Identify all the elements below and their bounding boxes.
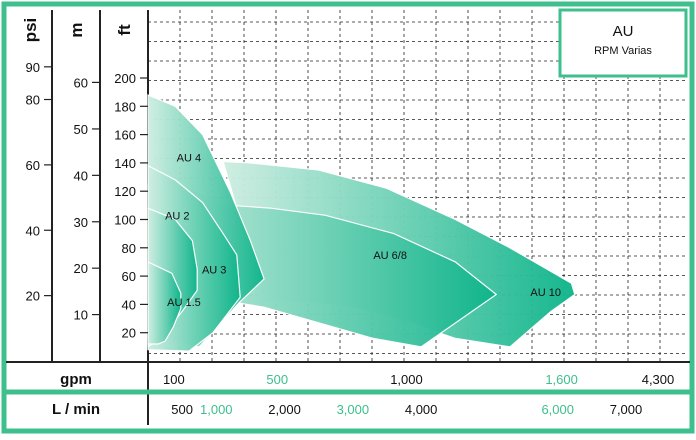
y-tick-label: 160 — [114, 128, 136, 143]
chart-subtitle: RPM Varias — [594, 45, 652, 57]
x-tick-label: 7,000 — [610, 402, 643, 417]
series-label-au-1-5: AU 1.5 — [167, 297, 201, 309]
y-tick-label: 20 — [26, 289, 40, 304]
y-axis-label-m: m — [67, 22, 86, 37]
x-tick-label: 6,000 — [541, 402, 574, 417]
y-tick-label: 80 — [26, 93, 40, 108]
y-tick-label: 40 — [26, 223, 40, 238]
x-tick-label: 1,000 — [390, 372, 423, 387]
title-box — [558, 8, 688, 78]
y-tick-label: 90 — [26, 60, 40, 75]
series-label-au-4: AU 4 — [177, 152, 201, 164]
x-tick-label: 3,000 — [337, 402, 370, 417]
x-tick-label: 4,300 — [642, 372, 675, 387]
x-tick-label: 2,000 — [268, 402, 301, 417]
y-tick-label: 120 — [114, 184, 136, 199]
series-label-au-10: AU 10 — [530, 287, 561, 299]
chart-title: AU — [613, 23, 634, 40]
y-tick-label: 10 — [74, 308, 88, 323]
y-tick-label: 20 — [74, 261, 88, 276]
y-tick-label: 140 — [114, 156, 136, 171]
y-tick-label: 50 — [74, 122, 88, 137]
series-label-au-3: AU 3 — [202, 264, 226, 276]
x-tick-label: 4,000 — [405, 402, 438, 417]
series-area-au-1-5 — [147, 260, 182, 345]
x-tick-label: 100 — [163, 372, 185, 387]
y-tick-label: 40 — [74, 168, 88, 183]
y-tick-label: 40 — [122, 297, 136, 312]
y-axis-label-psi: psi — [21, 18, 40, 43]
y-tick-label: 60 — [26, 158, 40, 173]
y-tick-label: 200 — [114, 71, 136, 86]
x-axis-label-lmin: L / min — [52, 401, 100, 418]
x-tick-label: 500 — [171, 402, 193, 417]
y-tick-label: 30 — [74, 215, 88, 230]
y-tick-label: 60 — [74, 75, 88, 90]
x-tick-label: 1,000 — [200, 402, 233, 417]
y-tick-label: 180 — [114, 99, 136, 114]
y-tick-label: 60 — [122, 269, 136, 284]
series-label-au-2: AU 2 — [165, 211, 189, 223]
y-tick-label: 20 — [122, 326, 136, 341]
y-tick-label: 100 — [114, 213, 136, 228]
y-tick-label: 80 — [122, 241, 136, 256]
y-axis-label-ft: ft — [115, 24, 134, 36]
x-axis-label-gpm: gpm — [60, 371, 92, 388]
x-tick-label: 500 — [266, 372, 288, 387]
x-tick-label: 1,600 — [545, 372, 578, 387]
series-label-au-6-8: AU 6/8 — [373, 250, 407, 262]
